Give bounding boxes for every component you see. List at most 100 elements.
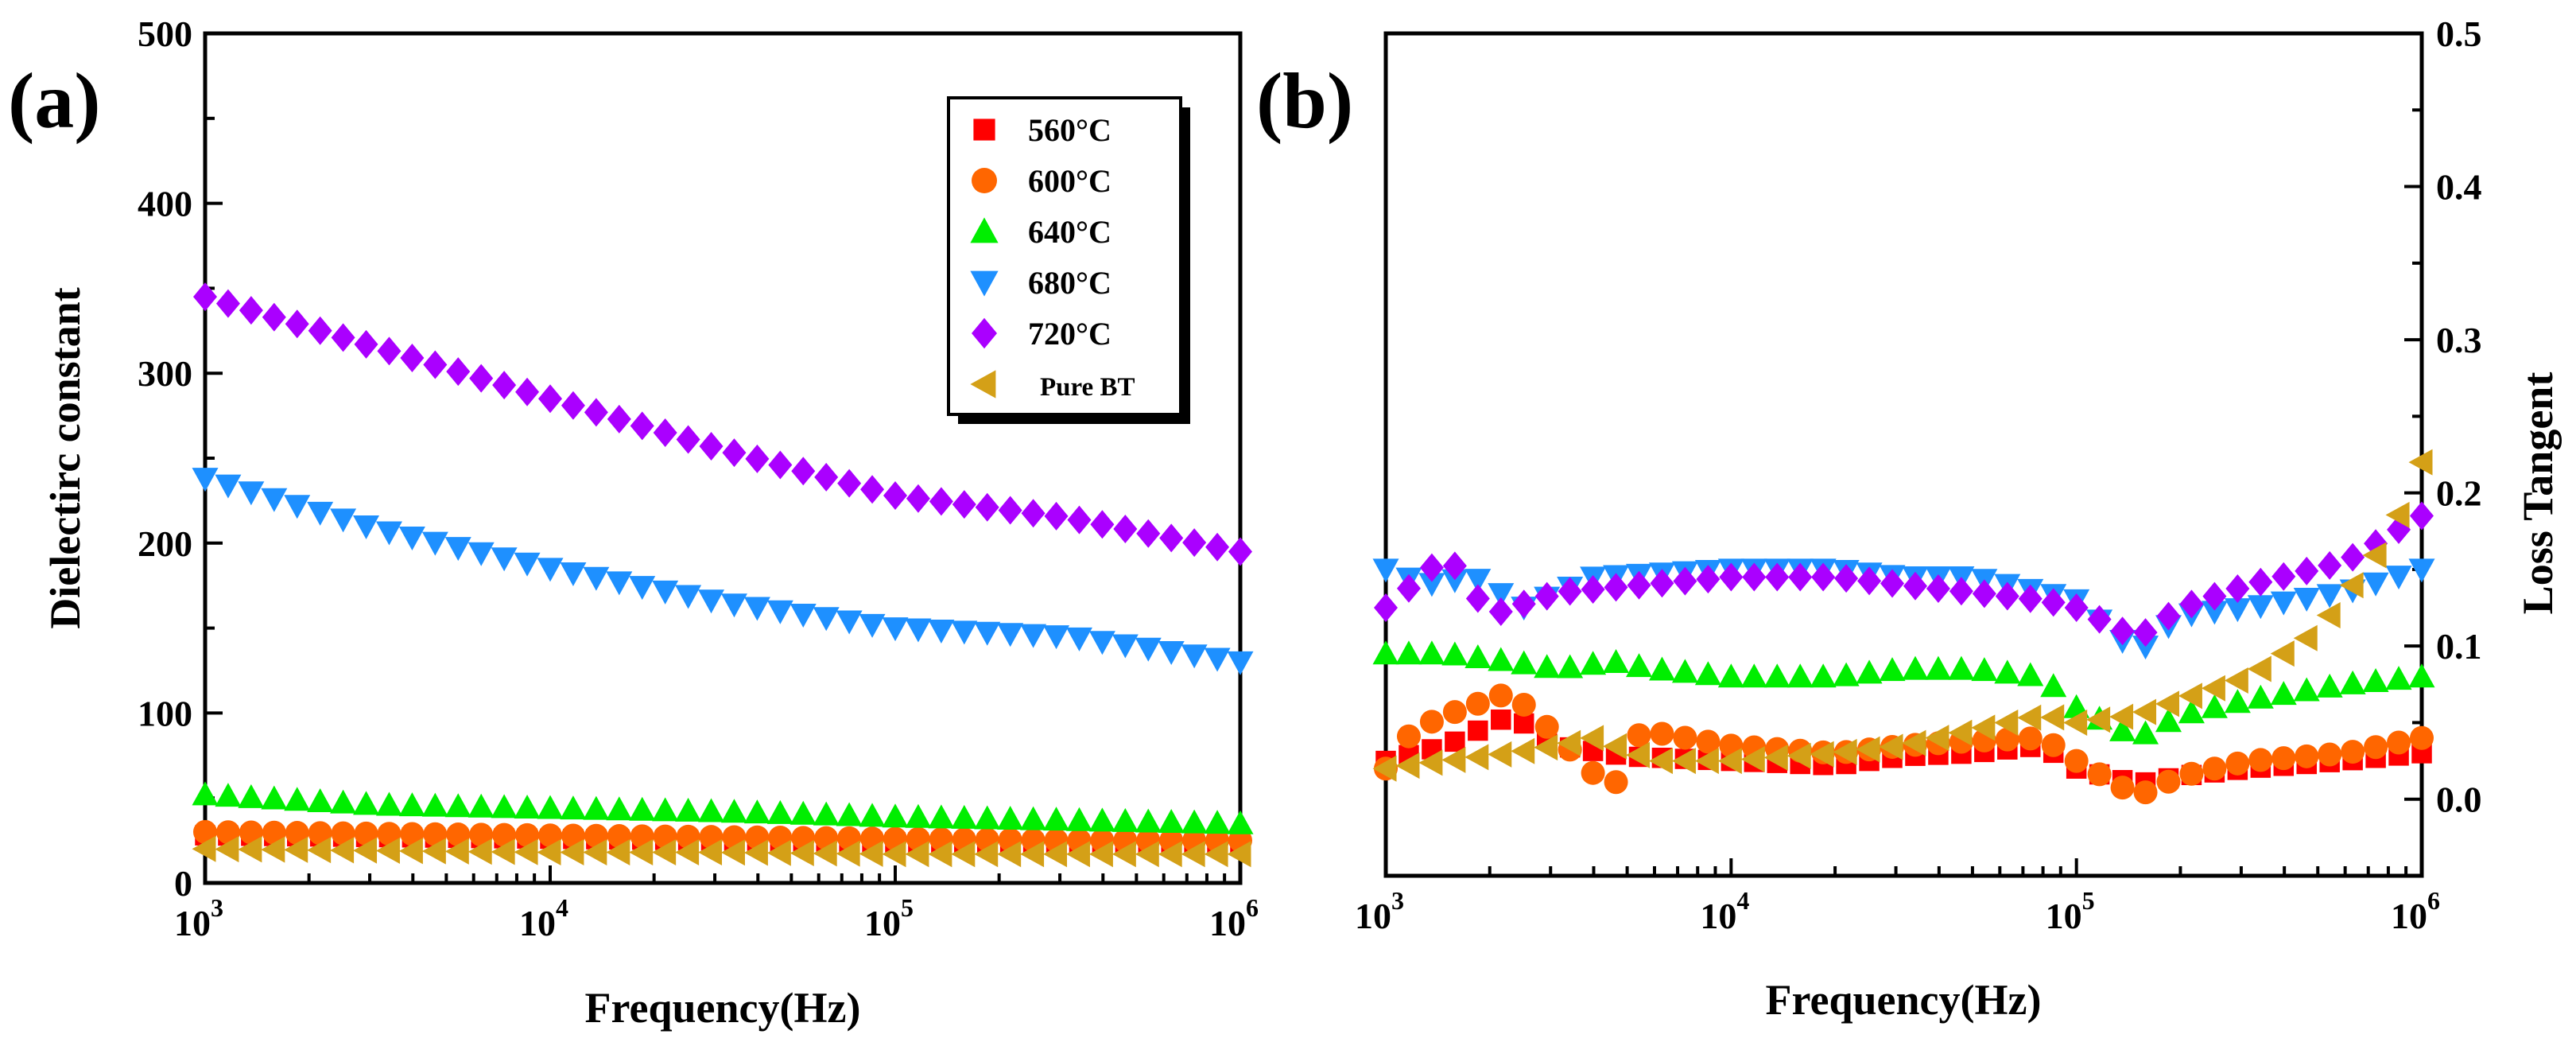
a-point-680C (1204, 647, 1231, 672)
b-point-640C (1603, 648, 1630, 673)
panel-b-ticks: 103 104 105 106 0.0 0.1 0.2 0.3 0.4 0.5 (1355, 14, 2482, 936)
a-point-PureBT (789, 840, 814, 867)
a-point-680C (652, 580, 679, 605)
b-point-720C (2410, 501, 2434, 531)
a-point-720C (768, 450, 793, 480)
b-point-720C (2087, 605, 2112, 634)
a-point-600C (308, 821, 332, 846)
b-point-720C (2179, 589, 2204, 619)
a-point-680C (398, 527, 425, 551)
a-point-720C (906, 484, 930, 513)
a-point-680C (537, 558, 564, 582)
b-point-PureBT (1787, 742, 1811, 769)
b-point-680C (2385, 566, 2412, 590)
b-point-640C (1994, 659, 2021, 684)
b-point-720C (1972, 579, 1996, 609)
b-point-640C (1511, 650, 1538, 675)
a-point-640C (284, 787, 311, 811)
b-point-720C (2295, 556, 2319, 585)
a-point-600C (400, 822, 425, 846)
a-point-PureBT (836, 840, 860, 867)
b-point-640C (1902, 655, 1929, 680)
legend-label-640C: 640°C (1028, 214, 1111, 250)
b-point-PureBT (2270, 640, 2295, 667)
b-point-PureBT (1810, 741, 1834, 768)
a-point-PureBT (997, 841, 1022, 868)
a-point-680C (813, 607, 840, 632)
b-point-PureBT (2224, 667, 2248, 694)
a-point-PureBT (307, 837, 332, 864)
b-y-tick-label: 0.5 (2436, 14, 2482, 54)
a-point-640C (514, 794, 541, 819)
b-point-PureBT (2362, 542, 2387, 569)
b-point-640C (1395, 640, 1422, 665)
b-point-PureBT (1488, 741, 1512, 768)
b-point-720C (1811, 562, 1836, 592)
b-point-PureBT (1763, 744, 1788, 771)
b-point-600C (2271, 746, 2296, 771)
b-point-680C (1418, 573, 1445, 597)
a-point-PureBT (353, 837, 378, 864)
a-point-680C (789, 604, 817, 628)
a-point-720C (1182, 528, 1207, 558)
panel-a-ylabel: Dielectirc constant (41, 287, 89, 628)
b-point-600C (2248, 748, 2273, 772)
b-point-720C (1926, 574, 1950, 604)
b-point-600C (1627, 723, 1651, 748)
b-point-PureBT (1511, 737, 1535, 764)
b-point-720C (2064, 593, 2089, 623)
a-point-PureBT (537, 839, 561, 866)
a-point-640C (421, 792, 448, 817)
panel-a-ticks: 103 104 105 106 0 100 200 300 400 500 (138, 14, 1259, 943)
b-point-560C (1491, 709, 1511, 730)
a-point-640C (467, 793, 495, 818)
a-y-tick-label: 400 (138, 184, 192, 224)
b-point-640C (1441, 641, 1468, 666)
a-point-640C (652, 797, 679, 822)
a-point-PureBT (261, 836, 285, 863)
a-point-600C (215, 820, 240, 845)
b-point-PureBT (1971, 714, 1996, 741)
a-point-680C (882, 617, 909, 642)
a-point-640C (1181, 809, 1208, 834)
b-point-640C (2017, 662, 2044, 686)
b-point-600C (1488, 683, 1513, 708)
b-point-640C (2201, 694, 2228, 718)
b-point-720C (1396, 574, 1421, 603)
b-point-PureBT (1694, 748, 1719, 775)
a-point-PureBT (629, 839, 654, 866)
b-point-720C (2318, 550, 2342, 580)
b-point-PureBT (2293, 624, 2318, 651)
a-point-720C (699, 432, 724, 461)
b-point-680C (1441, 569, 1468, 593)
b-point-600C (2087, 762, 2112, 787)
b-point-600C (2133, 780, 2158, 805)
panel-b-plot-frame (1383, 31, 2424, 878)
a-point-720C (215, 289, 240, 318)
b-point-600C (2387, 730, 2411, 755)
legend-label-600C: 600°C (1028, 163, 1111, 199)
b-point-PureBT (1418, 749, 1443, 776)
a-point-640C (1088, 807, 1115, 832)
b-point-PureBT (1671, 748, 1696, 775)
b-point-720C (1558, 577, 1582, 606)
b-point-640C (1717, 663, 1744, 688)
a-point-600C (469, 822, 494, 847)
a-point-680C (1135, 637, 1162, 662)
b-point-680C (2132, 636, 2159, 660)
b-point-640C (2408, 663, 2435, 688)
a-point-680C (1227, 651, 1254, 675)
b-point-640C (1833, 662, 1860, 686)
a-point-640C (951, 804, 978, 829)
a-point-PureBT (215, 836, 239, 863)
a-point-720C (193, 282, 217, 312)
a-point-720C (1021, 499, 1046, 528)
a-point-680C (720, 593, 747, 618)
b-point-600C (1465, 691, 1490, 716)
b-point-PureBT (2155, 690, 2179, 717)
a-point-720C (561, 391, 585, 420)
legend-marker-640C (970, 217, 999, 243)
a-point-680C (905, 618, 932, 643)
a-point-PureBT (652, 839, 677, 866)
a-point-680C (859, 613, 886, 638)
